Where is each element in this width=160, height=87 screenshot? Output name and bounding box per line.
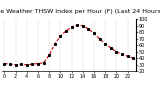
Text: Milwaukee Weather THSW Index per Hour (F) (Last 24 Hours): Milwaukee Weather THSW Index per Hour (F… — [0, 9, 160, 14]
